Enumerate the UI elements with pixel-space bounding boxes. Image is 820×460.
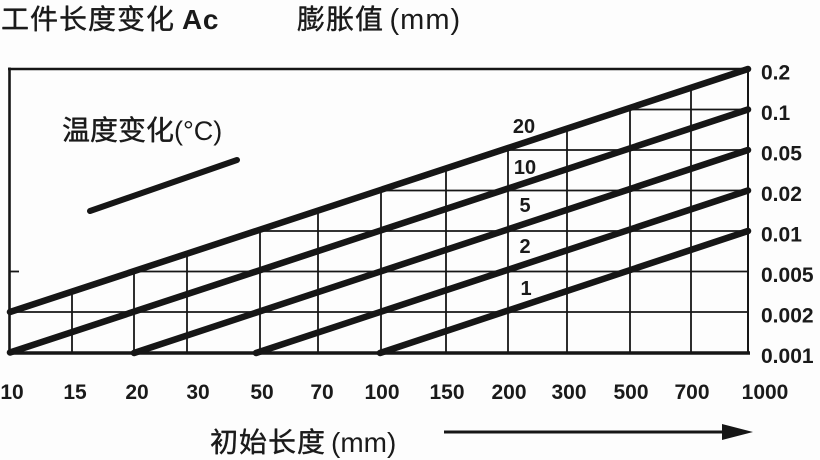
svg-text:0.005: 0.005: [761, 264, 814, 287]
svg-text:(mm): (mm): [390, 4, 462, 36]
svg-text:(°C): (°C): [174, 116, 222, 146]
svg-text:150: 150: [429, 381, 464, 404]
svg-text:Ac: Ac: [182, 4, 219, 35]
svg-text:15: 15: [63, 381, 87, 404]
svg-text:0.05: 0.05: [761, 143, 802, 166]
svg-text:10: 10: [0, 381, 23, 404]
svg-text:0.1: 0.1: [761, 102, 791, 125]
svg-text:2: 2: [519, 236, 530, 258]
svg-text:0.002: 0.002: [761, 305, 814, 328]
svg-text:0.2: 0.2: [761, 62, 790, 85]
svg-text:50: 50: [250, 381, 273, 404]
svg-text:30: 30: [186, 381, 209, 404]
svg-text:20: 20: [125, 381, 148, 404]
svg-text:200: 200: [491, 381, 526, 404]
svg-text:(mm): (mm): [331, 427, 396, 458]
svg-text:0.02: 0.02: [761, 183, 802, 206]
svg-text:20: 20: [513, 116, 535, 138]
svg-text:5: 5: [519, 195, 530, 217]
svg-text:100: 100: [364, 381, 399, 404]
svg-text:700: 700: [674, 381, 709, 404]
svg-text:1000: 1000: [742, 381, 789, 404]
svg-text:1: 1: [520, 278, 531, 300]
svg-text:0.001: 0.001: [761, 345, 814, 368]
svg-text:10: 10: [514, 157, 536, 179]
svg-text:300: 300: [551, 381, 586, 404]
svg-text:0.01: 0.01: [761, 224, 802, 247]
svg-text:500: 500: [613, 381, 648, 404]
svg-text:70: 70: [310, 381, 333, 404]
